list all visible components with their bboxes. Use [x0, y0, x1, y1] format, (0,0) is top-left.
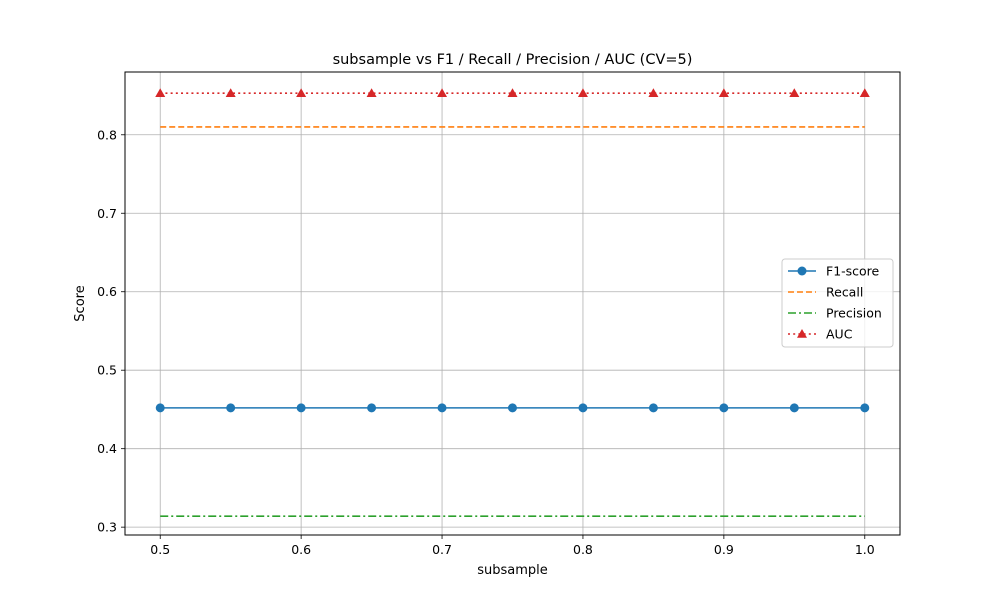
- data-point-f1-score: [578, 403, 588, 413]
- y-tick-label: 0.8: [97, 127, 117, 142]
- data-point-auc: [648, 88, 659, 97]
- legend-marker-f1-score: [797, 266, 807, 276]
- chart-title: subsample vs F1 / Recall / Precision / A…: [333, 52, 693, 68]
- x-axis-label: subsample: [477, 563, 548, 578]
- data-point-auc: [225, 88, 236, 97]
- legend: F1-score Recall Precision AUC: [781, 258, 894, 348]
- plot-frame: [124, 71, 901, 536]
- data-point-f1-score: [296, 403, 306, 413]
- legend-label-auc: AUC: [826, 327, 853, 342]
- legend-marker-auc: [797, 329, 807, 338]
- data-point-f1-score: [648, 403, 658, 413]
- legend-item-auc: AUC: [788, 327, 853, 342]
- data-point-f1-score: [226, 403, 236, 413]
- data-point-auc: [789, 88, 800, 97]
- x-tick-label: 1.0: [855, 542, 875, 557]
- legend-label-f1-score: F1-score: [826, 264, 880, 279]
- y-tick-label: 0.7: [97, 206, 117, 221]
- data-point-f1-score: [508, 403, 517, 413]
- y-tick-label: 0.6: [97, 284, 117, 299]
- axis-ticks: 0.5 0.6 0.7 0.8 0.9 1.0 0.3 0.4 0.5 0.6 0.7 0.8: [97, 127, 875, 557]
- data-point-auc: [437, 88, 448, 97]
- x-tick-label: 0.6: [291, 542, 311, 557]
- x-tick-label: 0.9: [714, 542, 734, 557]
- x-tick-label: 0.7: [432, 542, 452, 557]
- data-point-auc: [859, 88, 870, 97]
- legend-item-recall: Recall: [788, 285, 863, 300]
- y-tick-label: 0.3: [97, 520, 117, 535]
- plot-series: [155, 88, 870, 517]
- x-tick-label: 0.5: [150, 542, 170, 557]
- data-point-auc: [296, 88, 307, 97]
- data-point-auc: [155, 88, 166, 97]
- data-point-f1-score: [860, 403, 870, 413]
- legend-item-precision: Precision: [788, 306, 882, 321]
- data-point-f1-score: [437, 403, 447, 413]
- data-point-f1-score: [719, 403, 729, 413]
- legend-label-recall: Recall: [826, 285, 863, 300]
- y-tick-label: 0.4: [97, 441, 117, 456]
- x-tick-label: 0.8: [573, 542, 593, 557]
- y-tick-label: 0.5: [97, 363, 117, 378]
- series-auc: [155, 88, 870, 97]
- series-f1-score: [155, 403, 870, 413]
- y-axis-label: Score: [73, 285, 88, 321]
- data-point-f1-score: [155, 403, 165, 413]
- legend-label-precision: Precision: [826, 306, 882, 321]
- data-point-f1-score: [789, 403, 799, 413]
- data-point-auc: [718, 88, 729, 97]
- data-point-auc: [507, 88, 518, 97]
- data-point-auc: [577, 88, 588, 97]
- data-point-auc: [366, 88, 377, 97]
- legend-box: [781, 258, 894, 348]
- data-point-f1-score: [367, 403, 377, 413]
- legend-item-f1-score: F1-score: [788, 264, 880, 279]
